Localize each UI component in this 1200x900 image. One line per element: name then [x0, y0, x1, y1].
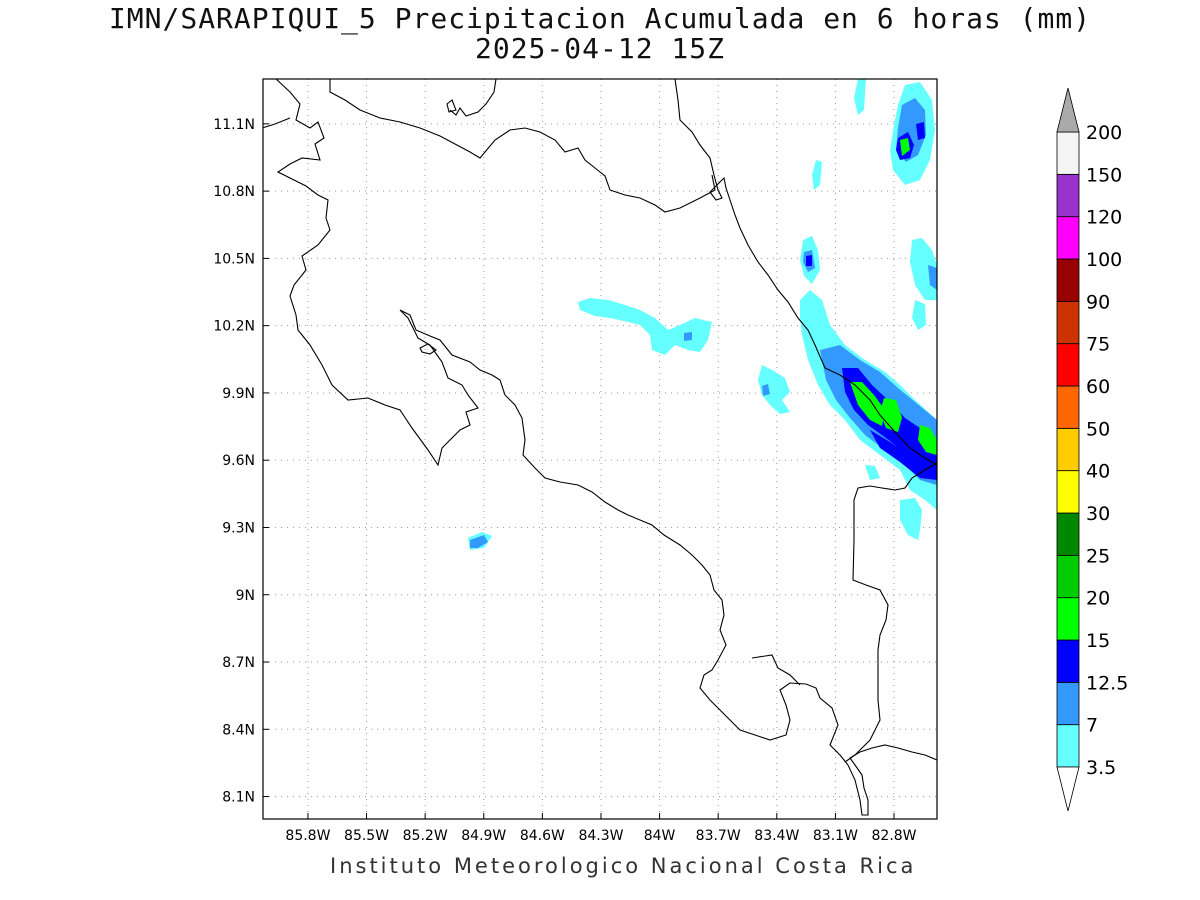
lon-tick-label: 85.5W — [344, 828, 389, 844]
colorbar-swatch — [1056, 681, 1080, 726]
lon-tick-label: 85.8W — [285, 828, 330, 844]
lat-tick-label: 9.3N — [222, 520, 255, 536]
lon-tick-label: 83.7W — [696, 828, 741, 844]
colorbar-swatch — [1056, 300, 1080, 345]
nicaragua-lake-outline — [263, 117, 291, 129]
colorbar-swatch — [1056, 512, 1080, 556]
precipitation-areas — [468, 79, 937, 550]
lat-tick-label: 8.4N — [222, 722, 255, 738]
colorbar-label: 75 — [1086, 334, 1110, 356]
precip-area-15 — [900, 138, 910, 156]
panama-border — [844, 462, 937, 763]
colorbar-label: 100 — [1086, 249, 1122, 271]
nicoya-island — [419, 343, 437, 355]
colorbar-swatch — [1056, 258, 1080, 302]
colorbar-label: 12.5 — [1086, 672, 1128, 694]
precip-area-3.5 — [812, 160, 822, 190]
colorbar-label: 60 — [1086, 376, 1110, 398]
precip-area-3.5 — [854, 79, 866, 115]
footer-credit: Instituto Meteorologico Nacional Costa R… — [330, 854, 917, 878]
colorbar-swatch — [1056, 216, 1080, 260]
lon-tick-label: 84.6W — [520, 828, 565, 844]
caribbean-coast — [674, 79, 937, 466]
precip-area-15 — [880, 398, 902, 432]
small-island — [446, 99, 457, 113]
precip-area-3.5 — [578, 298, 712, 355]
colorbar-legend: 3.5 7 12.5 15 20 25 30 40 50 60 75 90 100 120 150 200 — [1056, 87, 1128, 812]
lon-tick-label: 85.2W — [403, 828, 448, 844]
colorbar-label: 90 — [1086, 291, 1110, 313]
map-title: IMN/SARAPIQUI_5 Precipitacion Acumulada … — [108, 2, 1092, 35]
colorbar-label: 3.5 — [1086, 757, 1116, 779]
lat-tick-label: 10.2N — [213, 319, 255, 335]
precip-area-7 — [684, 332, 692, 341]
colorbar-label: 200 — [1086, 122, 1122, 144]
colorbar-label: 40 — [1086, 461, 1110, 483]
lat-tick-label: 9N — [236, 588, 255, 604]
colorbar-swatch — [1056, 131, 1080, 175]
lat-tick-label: 8.7N — [222, 655, 255, 671]
lat-tick-label: 8.1N — [222, 790, 255, 806]
colorbar-label: 7 — [1086, 715, 1098, 737]
lat-tick-label: 11.1N — [213, 117, 255, 133]
colorbar-swatch — [1056, 597, 1080, 641]
colorbar-under-triangle — [1056, 766, 1080, 812]
latitude-tick-labels: 11.1N 10.8N 10.5N 10.2N 9.9N 9.6N 9.3N 9N 8.7N 8.… — [213, 117, 255, 806]
colorbar-swatch — [1056, 385, 1080, 429]
colorbar-swatch — [1056, 554, 1080, 599]
lat-tick-label: 10.5N — [213, 251, 255, 267]
colorbar-label: 25 — [1086, 545, 1110, 567]
precip-area-12.5 — [806, 255, 812, 266]
osa-peninsula — [751, 654, 801, 686]
precip-area-7 — [762, 384, 770, 396]
precip-area-3.5 — [900, 498, 922, 540]
lat-tick-label: 10.8N — [213, 184, 255, 200]
colorbar-label: 15 — [1086, 630, 1110, 652]
nicaragua-border-coast — [275, 79, 937, 816]
lat-tick-label: 9.6N — [222, 453, 255, 469]
precip-area-7 — [470, 535, 488, 548]
colorbar-swatch — [1056, 343, 1080, 387]
lon-tick-label: 83.4W — [754, 828, 799, 844]
map-subtitle-datetime: 2025-04-12 15Z — [474, 32, 725, 65]
precip-area-12.5 — [870, 430, 937, 480]
nicaragua-top-coast — [449, 79, 497, 117]
precip-area-12.5 — [916, 122, 925, 140]
precip-area-15 — [918, 425, 937, 455]
precip-area-3.5 — [865, 465, 880, 480]
colorbar-swatch — [1056, 639, 1080, 683]
colorbar-label: 150 — [1086, 164, 1122, 186]
precip-area-3.5 — [912, 300, 926, 330]
colorbar-label: 30 — [1086, 503, 1110, 525]
lon-tick-label: 83.1W — [813, 828, 858, 844]
longitude-tick-labels: 85.8W 85.5W 85.2W 84.9W 84.6W 84.3W 84W 83.7W 83… — [285, 828, 916, 844]
colorbar-swatch — [1056, 173, 1080, 218]
nicaragua-panama-north-coast — [329, 79, 716, 213]
lon-tick-label: 82.8W — [872, 828, 917, 844]
colorbar-swatch — [1056, 427, 1080, 472]
lat-tick-label: 9.9N — [222, 386, 255, 402]
lon-tick-label: 84.3W — [578, 828, 623, 844]
precip-area-15 — [850, 382, 885, 426]
precip-area-7 — [928, 265, 937, 290]
colorbar-label: 120 — [1086, 207, 1122, 229]
colorbar-label: 20 — [1086, 588, 1110, 610]
colorbar-over-triangle — [1056, 87, 1080, 133]
lon-tick-label: 84.9W — [461, 828, 506, 844]
colorbar-swatch — [1056, 470, 1080, 514]
precip-area-3.5 — [758, 365, 790, 414]
map-grid — [263, 79, 937, 819]
lon-tick-label: 84W — [644, 828, 676, 844]
colorbar-swatch — [1056, 724, 1080, 768]
map-frame — [262, 78, 938, 820]
coastline-borders — [263, 79, 937, 816]
colorbar-label: 50 — [1086, 418, 1110, 440]
